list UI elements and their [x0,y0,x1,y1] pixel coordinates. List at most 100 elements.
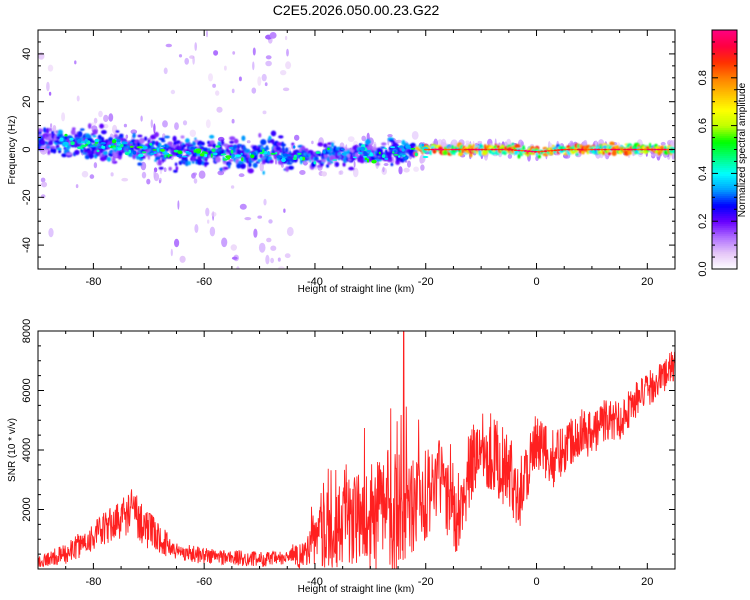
spectrogram-scatter-blob [189,129,196,137]
colorbar-segment [712,161,737,165]
spectrogram-scatter-blob [213,50,219,56]
spectrogram-core-blob [480,148,485,151]
figure-title: C2E5.2026.050.00.23.G22 [273,2,440,18]
spectrogram-y-tick-label: -40 [21,237,33,253]
colorbar-segment [712,107,737,111]
spectrogram-scatter-blob [41,181,48,188]
spectrogram-scatter-blob [261,73,267,82]
spectrogram-ridge-blob [106,156,112,162]
spectrogram-ridge-blob [310,154,314,159]
spectrogram-x-axis-label: Height of straight line (km) [298,284,415,295]
colorbar-segment [712,119,737,123]
colorbar-ticks: 0.0 0.2 0.4 0.6 0.8 [697,29,737,277]
spectrogram-ridge-blob [375,152,380,157]
spectrogram-core-blob [513,149,518,152]
colorbar-segment [712,35,737,39]
spectrogram-ridge-blob [137,162,142,166]
spectrogram-ridge-blob [228,163,231,169]
colorbar-segment [712,73,737,77]
spectrogram-scatter-blob [192,55,195,65]
spectrogram-ridge-blob [87,123,92,129]
colorbar-segment [712,187,737,190]
spectrogram-scatter-blob [338,170,342,175]
spectrogram-scatter-blob [280,70,287,76]
colorbar-segment [712,219,737,222]
spectrogram-scatter-blob [352,167,359,178]
colorbar-segment [712,191,737,194]
spectrogram-ridge-blob [187,160,191,166]
colorbar-segment [712,89,737,93]
snr-x-tick-label: -20 [418,576,434,588]
spectrogram-ridge-blob [175,166,179,171]
spectrogram-ridge-blob [532,152,536,155]
spectrogram-speckle [341,152,345,156]
spectrogram-ridge-blob [281,146,285,153]
colorbar-segment [712,235,737,238]
colorbar-segment [712,41,737,45]
spectrogram-speckle [141,151,147,154]
spectrogram-speckle [299,156,303,161]
snr-panel: -80 -60 -40 -20 0 20 2000 4000 6000 8000 Height o… [7,319,676,595]
spectrogram-ridge-blob [83,148,87,154]
spectrogram-speckle [129,141,133,144]
spectrogram-speckle [115,146,118,151]
spectrogram-speckle [371,159,377,164]
spectrogram-ridge-blob [175,140,181,145]
spectrogram-speckle [332,159,338,161]
colorbar-segment [712,167,737,171]
snr-y-tick-label: 6000 [21,378,33,402]
spectrogram-core-blob [600,148,604,151]
colorbar-segment [712,179,737,182]
spectrogram-scatter-blob [311,140,314,145]
spectrogram-ridge-blob [80,128,85,131]
spectrogram-speckle [80,141,85,144]
spectrogram-scatter-blob [520,141,525,147]
colorbar-segment [712,45,737,49]
spectrogram-ridge-blob [514,144,521,149]
spectrogram-scatter-blob [153,172,160,182]
spectrogram-speckle [282,153,288,157]
colorbar-segment [712,81,737,85]
spectrogram-ridge-blob [197,140,203,146]
spectrogram-scatter-blob [411,131,419,140]
colorbar-segment [712,85,737,89]
spectrogram-scatter-blob [93,162,98,169]
spectrogram-scatter-blob [140,115,143,122]
spectrogram-scatter-blob [121,177,129,182]
spectrogram-speckle [116,138,121,143]
spectrogram-ridge-blob [229,136,236,141]
spectrogram-ridge-blob [304,148,309,152]
spectrogram-core-blob [566,148,571,151]
colorbar-segment [712,253,737,256]
colorbar-segment [712,181,737,184]
spectrogram-speckle [112,147,116,150]
spectrogram-scatter-blob [205,207,210,217]
spectrogram-ridge-blob [164,135,171,139]
spectrogram-scatter-blob [477,140,483,145]
spectrogram-speckle [59,137,64,142]
spectrogram-y-tick-label: 20 [21,96,33,108]
spectrogram-ridge-blob [576,144,580,148]
spectrogram-speckle [410,147,416,150]
spectrogram-scatter-blob [299,170,306,175]
spectrogram-speckle [363,155,367,158]
spectrogram-ridge-blob [46,127,50,134]
spectrogram-y-tick-label: 40 [21,48,33,60]
spectrogram-scatter-blob [278,266,285,269]
spectrogram-scatter-blob [353,161,356,168]
spectrogram-ridge-blob [317,153,322,157]
spectrogram-speckle [297,152,302,155]
spectrogram-core-blob [620,148,624,151]
spectrogram-ridge-blob [260,139,267,146]
spectrogram-core-blob [460,148,465,151]
spectrogram-ridge-blob [199,144,202,148]
spectrogram-ridge-blob [248,162,252,168]
spectrogram-speckle [378,151,381,155]
spectrogram-ridge-blob [66,152,72,156]
spectrogram-speckle [193,149,196,153]
spectrogram-speckle [121,141,128,145]
spectrogram-ridge-blob [222,161,227,165]
colorbar-segment [712,213,737,216]
spectrogram-ridge-blob [187,144,194,147]
spectrogram-scatter-blob [194,224,199,233]
